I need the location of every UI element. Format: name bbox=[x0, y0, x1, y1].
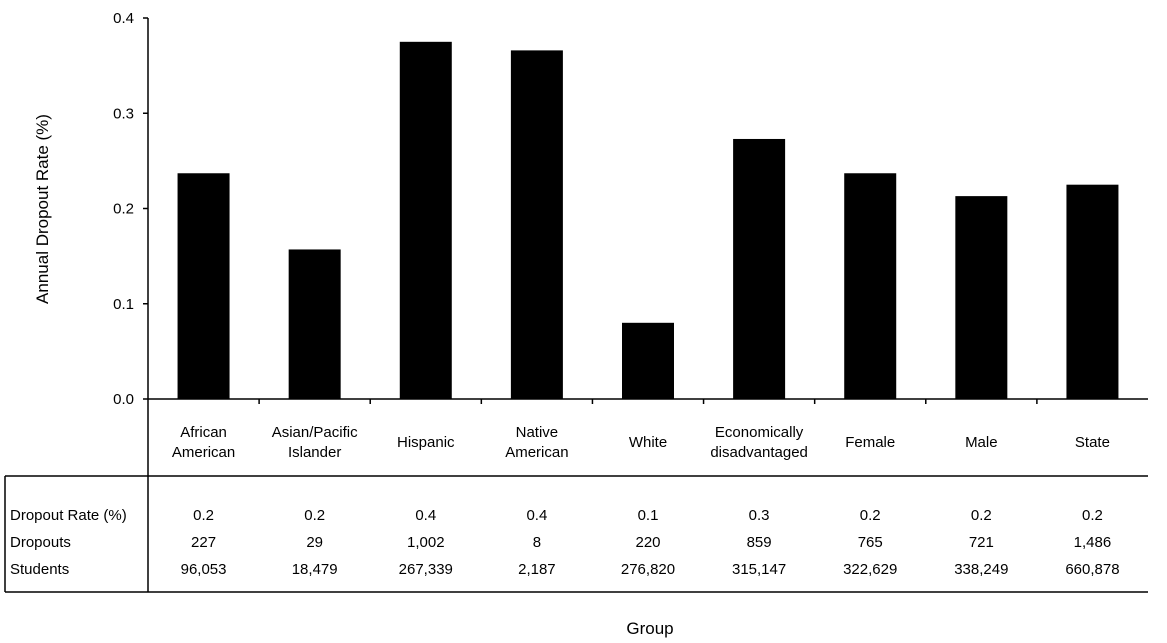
table-cell: 18,479 bbox=[292, 561, 338, 578]
bar bbox=[844, 173, 897, 399]
category-label: disadvantaged bbox=[710, 444, 808, 461]
category-label: American bbox=[172, 444, 235, 461]
table-cell: 859 bbox=[747, 534, 772, 551]
category-label: Economically bbox=[715, 424, 804, 441]
y-tick-label: 0.0 bbox=[113, 391, 134, 408]
table-cell: 0.4 bbox=[415, 507, 436, 524]
table-cell: 29 bbox=[306, 534, 323, 551]
category-label: State bbox=[1075, 434, 1110, 451]
table-cell: 721 bbox=[969, 534, 994, 551]
table-cell: 1,002 bbox=[407, 534, 445, 551]
bar bbox=[1066, 184, 1119, 399]
bar bbox=[733, 138, 786, 399]
table-cell: 0.2 bbox=[304, 507, 325, 524]
bar bbox=[177, 173, 230, 399]
category-label: Female bbox=[845, 434, 895, 451]
bar bbox=[288, 249, 341, 399]
category-label: Native bbox=[516, 424, 559, 441]
table-cell: 0.1 bbox=[638, 507, 659, 524]
bar bbox=[955, 196, 1008, 399]
table-cell: 315,147 bbox=[732, 561, 786, 578]
y-tick-label: 0.2 bbox=[113, 201, 134, 218]
table-cell: 0.2 bbox=[1082, 507, 1103, 524]
table-row-label: Students bbox=[10, 561, 69, 578]
x-axis-title: Group bbox=[626, 619, 673, 638]
bar bbox=[510, 50, 563, 399]
category-label: Male bbox=[965, 434, 998, 451]
category-label: Asian/Pacific bbox=[272, 424, 358, 441]
y-axis-title: Annual Dropout Rate (%) bbox=[33, 114, 52, 304]
category-label: African bbox=[180, 424, 227, 441]
table-row-label: Dropouts bbox=[10, 534, 71, 551]
table-cell: 0.3 bbox=[749, 507, 770, 524]
table-cell: 227 bbox=[191, 534, 216, 551]
category-label: Hispanic bbox=[397, 434, 455, 451]
y-tick-label: 0.3 bbox=[113, 105, 134, 122]
bar bbox=[622, 322, 674, 399]
table-cell: 660,878 bbox=[1065, 561, 1119, 578]
category-label: White bbox=[629, 434, 667, 451]
table-cell: 1,486 bbox=[1074, 534, 1112, 551]
y-tick-label: 0.4 bbox=[113, 10, 134, 27]
y-tick-label: 0.1 bbox=[113, 296, 134, 313]
table-cell: 322,629 bbox=[843, 561, 897, 578]
table-cell: 220 bbox=[635, 534, 660, 551]
table-cell: 0.4 bbox=[526, 507, 547, 524]
category-label: American bbox=[505, 444, 568, 461]
table-cell: 267,339 bbox=[399, 561, 453, 578]
table-cell: 0.2 bbox=[971, 507, 992, 524]
table-cell: 8 bbox=[533, 534, 541, 551]
bar bbox=[399, 41, 452, 399]
table-cell: 0.2 bbox=[860, 507, 881, 524]
table-row-label: Dropout Rate (%) bbox=[10, 507, 127, 524]
table-cell: 338,249 bbox=[954, 561, 1008, 578]
table-cell: 765 bbox=[858, 534, 883, 551]
table-cell: 96,053 bbox=[181, 561, 227, 578]
category-label: Islander bbox=[288, 444, 341, 461]
table-cell: 0.2 bbox=[193, 507, 214, 524]
plot-area: 0.0 0.1 0.2 0.3 0.4 African American Asian/Paci… bbox=[4, 10, 1148, 593]
table-cell: 2,187 bbox=[518, 561, 556, 578]
table-cell: 276,820 bbox=[621, 561, 675, 578]
